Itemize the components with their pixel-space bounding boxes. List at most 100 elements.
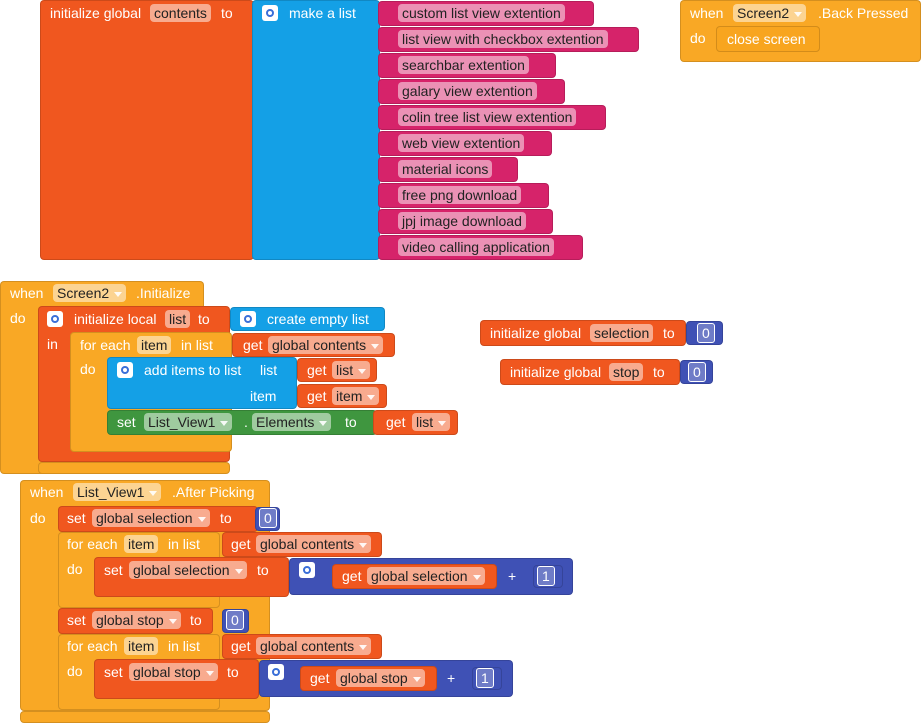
text-field: galary view extention (398, 82, 537, 100)
dropdown-field[interactable]: Screen2 (733, 4, 807, 22)
text-field: material icons (398, 160, 493, 178)
block-label: when (30, 484, 64, 500)
dropdown-field[interactable]: global selection (92, 509, 210, 527)
initialize-global-block[interactable] (500, 359, 680, 385)
block-label: get (243, 337, 263, 353)
mutator-icon[interactable] (299, 562, 315, 578)
block-label: . (244, 414, 248, 430)
dropdown-field[interactable]: List_View1 (73, 483, 162, 501)
block-label: set (104, 562, 123, 578)
text-field: item (137, 336, 172, 354)
block-label: make a list (289, 5, 356, 21)
text-field: list view with checkbox extention (398, 30, 608, 48)
block-label: .Back Pressed (818, 5, 909, 21)
dropdown-field[interactable]: global stop (92, 611, 181, 629)
dropdown-field[interactable]: global stop (336, 669, 425, 687)
block-label: when (10, 285, 44, 301)
number-field: 1 (537, 566, 555, 586)
dropdown-field[interactable]: List_View1 (144, 413, 233, 431)
block-label: .After Picking (172, 484, 255, 500)
close-screen-block[interactable] (716, 26, 820, 52)
number-block[interactable] (686, 321, 723, 345)
block-label: get (307, 388, 327, 404)
block-label: to (345, 414, 357, 430)
event-block-foot (20, 711, 270, 723)
block-label: set (104, 664, 123, 680)
text-field: selection (590, 324, 654, 342)
block-label: in list (168, 638, 200, 654)
block-label: get (386, 414, 406, 430)
dropdown-field[interactable]: global selection (129, 561, 247, 579)
mutator-icon[interactable] (47, 311, 63, 327)
block-label: in (47, 336, 58, 352)
block-label: set (67, 510, 86, 526)
text-field: free png download (398, 186, 522, 204)
dropdown-field[interactable]: global selection (367, 567, 485, 585)
number-field: 0 (697, 323, 715, 343)
block-label: to (221, 5, 233, 21)
block-label: get (310, 670, 330, 686)
mutator-icon[interactable] (262, 5, 278, 21)
dropdown-field[interactable]: Screen2 (53, 284, 127, 302)
text-field: item (124, 637, 159, 655)
dropdown-field[interactable]: global contents (256, 535, 372, 553)
block-label: for each (67, 638, 118, 654)
text-field: searchbar extention (398, 56, 529, 74)
block-label: to (227, 664, 239, 680)
block-label: add items to list (144, 362, 242, 378)
block-label: for each (67, 536, 118, 552)
block-label: get (307, 362, 327, 378)
block-label: do (67, 561, 83, 577)
block-label: item (250, 388, 277, 404)
block-label: do (80, 361, 96, 377)
number-block[interactable] (472, 667, 502, 690)
number-field: 0 (688, 362, 706, 382)
mutator-icon[interactable] (240, 311, 256, 327)
number-block[interactable] (680, 360, 713, 384)
text-field: contents (150, 4, 211, 22)
block-label: close screen (727, 31, 806, 47)
make-a-list-block[interactable] (252, 0, 380, 260)
set-block[interactable] (94, 557, 289, 597)
block-label: do (30, 510, 46, 526)
block-label: set (117, 414, 136, 430)
text-field: stop (609, 363, 644, 381)
dropdown-field[interactable]: global contents (256, 637, 372, 655)
block-label: create empty list (267, 311, 369, 327)
block-label: + (508, 568, 517, 584)
mutator-icon[interactable] (268, 664, 284, 680)
block-label: + (447, 670, 456, 686)
block-label: to (653, 364, 665, 380)
block-label: do (690, 30, 706, 46)
text-field: colin tree list view extention (398, 108, 577, 126)
text-field: item (124, 535, 159, 553)
block-label: to (220, 510, 232, 526)
initialize-global-block[interactable] (40, 0, 254, 260)
dropdown-field[interactable]: item (332, 387, 380, 405)
block-label: get (231, 536, 251, 552)
add-items-block[interactable] (107, 357, 297, 409)
block-label: do (10, 310, 26, 326)
text-field: jpj image download (398, 212, 526, 230)
mutator-icon[interactable] (117, 362, 133, 378)
block-label: initialize global (490, 325, 582, 341)
number-field: 0 (226, 610, 244, 630)
block-label: initialize local (74, 311, 157, 327)
block-label: in list (168, 536, 200, 552)
block-label: initialize global (50, 5, 142, 21)
number-field: 0 (259, 508, 277, 528)
dropdown-field[interactable]: list (412, 413, 451, 431)
dropdown-field[interactable]: global stop (129, 663, 218, 681)
block-label: list (260, 362, 278, 378)
dropdown-field[interactable]: Elements (252, 413, 332, 431)
dropdown-field[interactable]: list (332, 361, 371, 379)
number-block[interactable] (533, 565, 563, 588)
block-label: do (67, 663, 83, 679)
block-label: in list (181, 337, 213, 353)
block-label: to (190, 612, 202, 628)
number-field: 1 (476, 668, 494, 688)
block-label: for each (80, 337, 131, 353)
block-label: set (67, 612, 86, 628)
dropdown-field[interactable]: global contents (268, 336, 384, 354)
